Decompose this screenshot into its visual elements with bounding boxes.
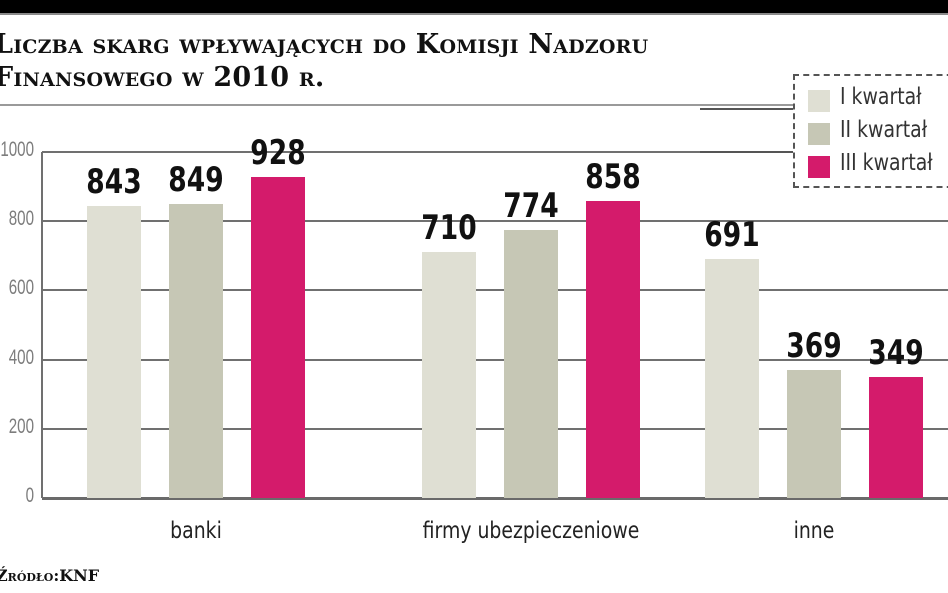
gridline-1000: [42, 151, 948, 153]
y-tick-label: 800: [8, 207, 34, 231]
legend-label-q3: III kwartał: [840, 150, 933, 176]
value-label: 691: [704, 214, 760, 255]
legend-label-q2: II kwartał: [840, 117, 928, 143]
legend-label-q1: I kwartał: [840, 84, 922, 110]
top-divider: [0, 13, 948, 15]
y-axis-line: [41, 152, 43, 498]
bar-q2: [169, 204, 223, 498]
gridline-200: [42, 427, 948, 430]
legend-swatch-q1: [808, 90, 830, 112]
source-note: Źródło:KNF: [0, 566, 100, 585]
title-divider: [0, 104, 948, 106]
gridline-400: [42, 358, 948, 361]
category-label: inne: [793, 518, 835, 544]
bar-q3: [251, 176, 305, 498]
value-label: 369: [786, 326, 842, 367]
value-label: 349: [868, 333, 924, 374]
value-label: 849: [168, 160, 224, 201]
title-line-1: Liczba skarg wpływających do Komisji Nad…: [0, 29, 649, 60]
y-tick-label: 1000: [0, 138, 34, 161]
gridline-0: [42, 497, 948, 500]
gridline-600: [42, 289, 948, 292]
value-label: 928: [250, 132, 306, 173]
y-tick-label: 0: [25, 484, 34, 507]
bar-q1: [422, 252, 476, 498]
bar-q1: [705, 258, 759, 498]
value-label: 858: [585, 157, 641, 198]
value-label: 710: [421, 208, 477, 249]
bar-q3: [586, 201, 640, 498]
value-label: 843: [86, 162, 142, 203]
title-line-2: Finansowego w 2010 r.: [0, 62, 325, 93]
gridline-800: [42, 220, 948, 223]
bar-q1: [87, 206, 141, 498]
top-black-bar: [0, 0, 948, 13]
legend-swatch-q2: [808, 123, 830, 145]
category-label: banki: [170, 518, 222, 544]
legend-swatch-q3: [808, 156, 830, 178]
y-tick-label: 200: [8, 414, 34, 438]
bar-q2: [787, 370, 841, 498]
legend: I kwartał II kwartał III kwartał: [793, 74, 948, 188]
chart-title: Liczba skarg wpływających do Komisji Nad…: [0, 28, 894, 94]
value-label: 774: [503, 186, 559, 227]
bar-q2: [504, 230, 558, 498]
category-label: firmy ubezpieczeniowe: [422, 518, 640, 544]
legend-connector-top: [700, 108, 793, 110]
bar-q3: [869, 377, 923, 498]
y-tick-label: 400: [8, 345, 34, 369]
y-tick-label: 600: [8, 276, 34, 300]
legend-connector-bottom: [700, 151, 793, 153]
